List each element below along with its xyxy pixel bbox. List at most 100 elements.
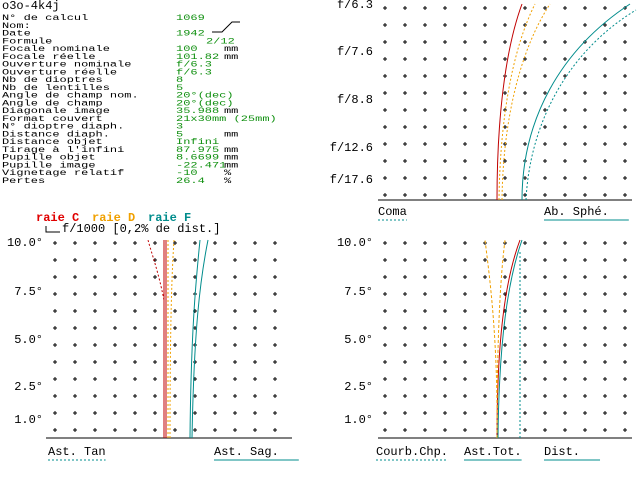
grid-plus <box>583 159 587 163</box>
grid-plus <box>563 125 567 129</box>
grid-plus <box>543 326 547 330</box>
grid-plus <box>133 258 137 262</box>
grid-plus <box>623 74 627 78</box>
curve <box>496 3 523 201</box>
curve <box>525 9 637 201</box>
grid-plus <box>173 326 177 330</box>
y-label: 7.5° <box>14 285 43 299</box>
grid-plus <box>73 343 77 347</box>
grid-plus <box>463 258 467 262</box>
grid-plus <box>523 309 527 313</box>
grid-plus <box>483 360 487 364</box>
grid-plus <box>133 309 137 313</box>
grid-plus <box>93 411 97 415</box>
grid-plus <box>273 258 277 262</box>
grid-plus <box>173 275 177 279</box>
grid-plus <box>583 275 587 279</box>
grid-plus <box>383 360 387 364</box>
grid-plus <box>543 142 547 146</box>
grid-plus <box>563 360 567 364</box>
y-label: 1.0° <box>14 413 43 427</box>
grid-plus <box>603 193 607 197</box>
info-unit: % <box>224 170 232 179</box>
grid-plus <box>583 292 587 296</box>
grid-plus <box>133 343 137 347</box>
grid-plus <box>383 193 387 197</box>
curve <box>189 239 209 439</box>
caption: Courb.Chp. <box>376 445 448 459</box>
grid-plus <box>273 326 277 330</box>
grid-plus <box>73 360 77 364</box>
grid-plus <box>403 57 407 61</box>
grid-plus <box>153 326 157 330</box>
grid-plus <box>423 360 427 364</box>
grid-plus <box>523 394 527 398</box>
grid-plus <box>603 326 607 330</box>
grid-plus <box>233 309 237 313</box>
grid-plus <box>423 309 427 313</box>
grid-plus <box>233 428 237 432</box>
grid-plus <box>423 258 427 262</box>
grid-plus <box>173 309 177 313</box>
grid-plus <box>623 258 627 262</box>
grid-plus <box>113 292 117 296</box>
grid-plus <box>623 241 627 245</box>
grid-plus <box>583 258 587 262</box>
grid-plus <box>383 258 387 262</box>
grid-plus <box>383 377 387 381</box>
curve <box>521 3 631 201</box>
grid-plus <box>253 411 257 415</box>
grid-plus <box>623 326 627 330</box>
grid-plus <box>603 241 607 245</box>
grid-plus <box>563 57 567 61</box>
grid-plus <box>463 326 467 330</box>
caption: Ast. Sag. <box>214 445 279 459</box>
grid-plus <box>403 343 407 347</box>
grid-plus <box>423 125 427 129</box>
y-label: f/17.6 <box>330 173 373 187</box>
curve <box>496 239 521 439</box>
grid-plus <box>233 241 237 245</box>
grid-plus <box>463 360 467 364</box>
grid-plus <box>583 326 587 330</box>
grid-plus <box>193 428 197 432</box>
grid-plus <box>173 428 177 432</box>
grid-plus <box>523 275 527 279</box>
grid-plus <box>383 428 387 432</box>
grid-plus <box>623 91 627 95</box>
grid-plus <box>583 193 587 197</box>
grid-plus <box>503 377 507 381</box>
grid-plus <box>113 258 117 262</box>
grid-plus <box>463 108 467 112</box>
caption: Dist. <box>544 445 580 459</box>
grid-plus <box>523 377 527 381</box>
grid-plus <box>253 326 257 330</box>
grid-plus <box>463 411 467 415</box>
grid-plus <box>93 343 97 347</box>
grid-plus <box>483 377 487 381</box>
info-label: Ouverture nominale <box>2 60 132 69</box>
grid-plus <box>383 125 387 129</box>
grid-plus <box>133 360 137 364</box>
grid-plus <box>543 6 547 10</box>
info-value: 1069 <box>176 15 205 24</box>
grid-plus <box>483 193 487 197</box>
grid-plus <box>563 241 567 245</box>
grid-plus <box>273 275 277 279</box>
grid-plus <box>423 411 427 415</box>
grid-plus <box>483 394 487 398</box>
grid-plus <box>53 360 57 364</box>
grid-plus <box>523 40 527 44</box>
grid-plus <box>383 142 387 146</box>
grid-plus <box>523 108 527 112</box>
grid-plus <box>623 40 627 44</box>
grid-plus <box>93 326 97 330</box>
grid-plus <box>543 125 547 129</box>
grid-plus <box>523 343 527 347</box>
caption: Ast.Tot. <box>464 445 522 459</box>
grid-plus <box>153 241 157 245</box>
grid-plus <box>133 411 137 415</box>
grid-plus <box>113 275 117 279</box>
y-label: 2.5° <box>14 380 43 394</box>
grid-plus <box>213 241 217 245</box>
